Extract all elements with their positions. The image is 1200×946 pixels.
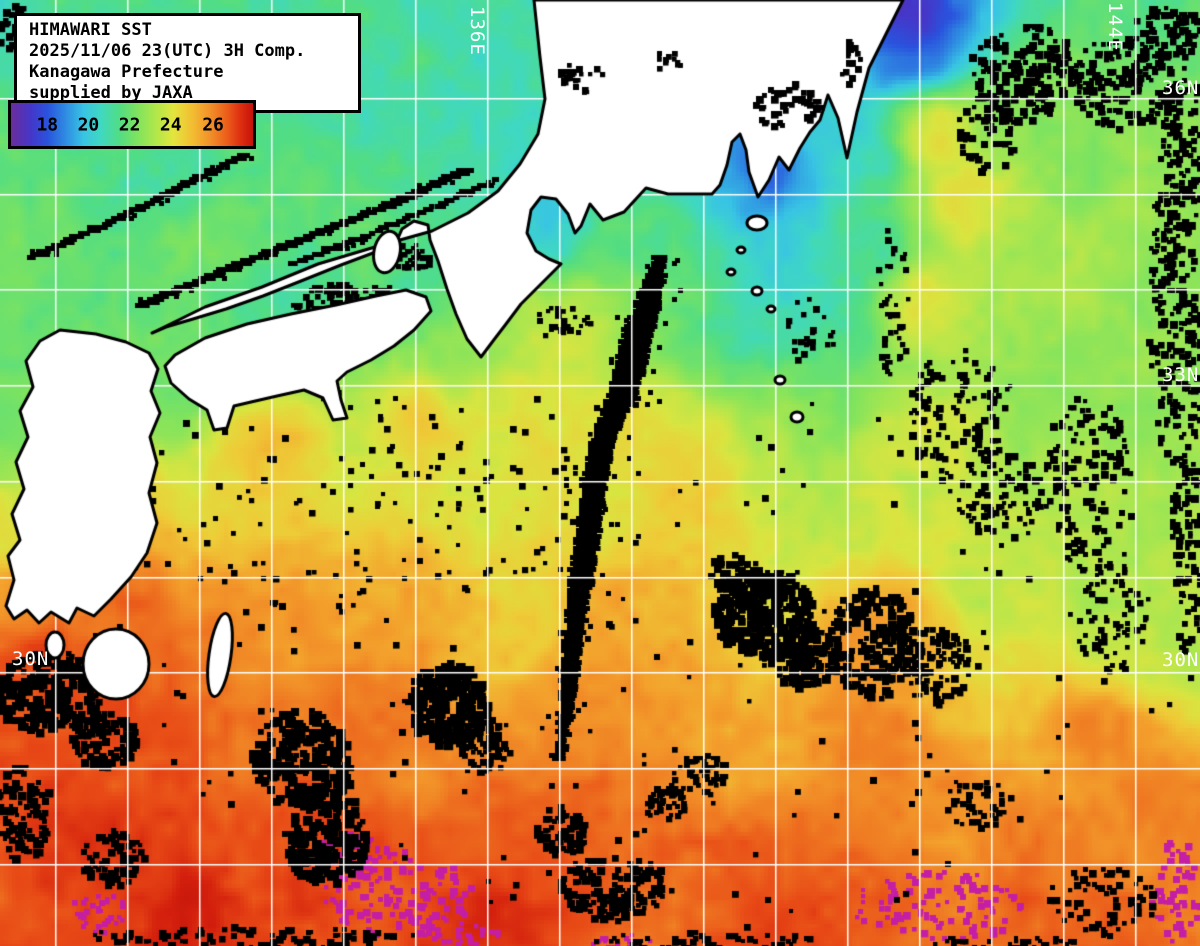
info-region: Kanagawa Prefecture: [29, 62, 224, 82]
colorbar-gradient: [11, 103, 253, 146]
colorbar-tick: 22: [118, 114, 141, 135]
info-credit: supplied by JAXA: [29, 83, 193, 103]
info-box: HIMAWARI SST 2025/11/06 23(UTC) 3H Comp.…: [14, 13, 361, 113]
colorbar-tick: 26: [202, 114, 224, 135]
colorbar-tick: 24: [159, 114, 182, 135]
colorbar: 18 20 22 24 26: [8, 100, 256, 149]
info-datetime: 2025/11/06 23(UTC) 3H Comp.: [29, 41, 306, 61]
info-title: HIMAWARI SST: [29, 20, 152, 40]
colorbar-tick: 18: [36, 114, 59, 135]
colorbar-tick: 20: [77, 114, 100, 135]
